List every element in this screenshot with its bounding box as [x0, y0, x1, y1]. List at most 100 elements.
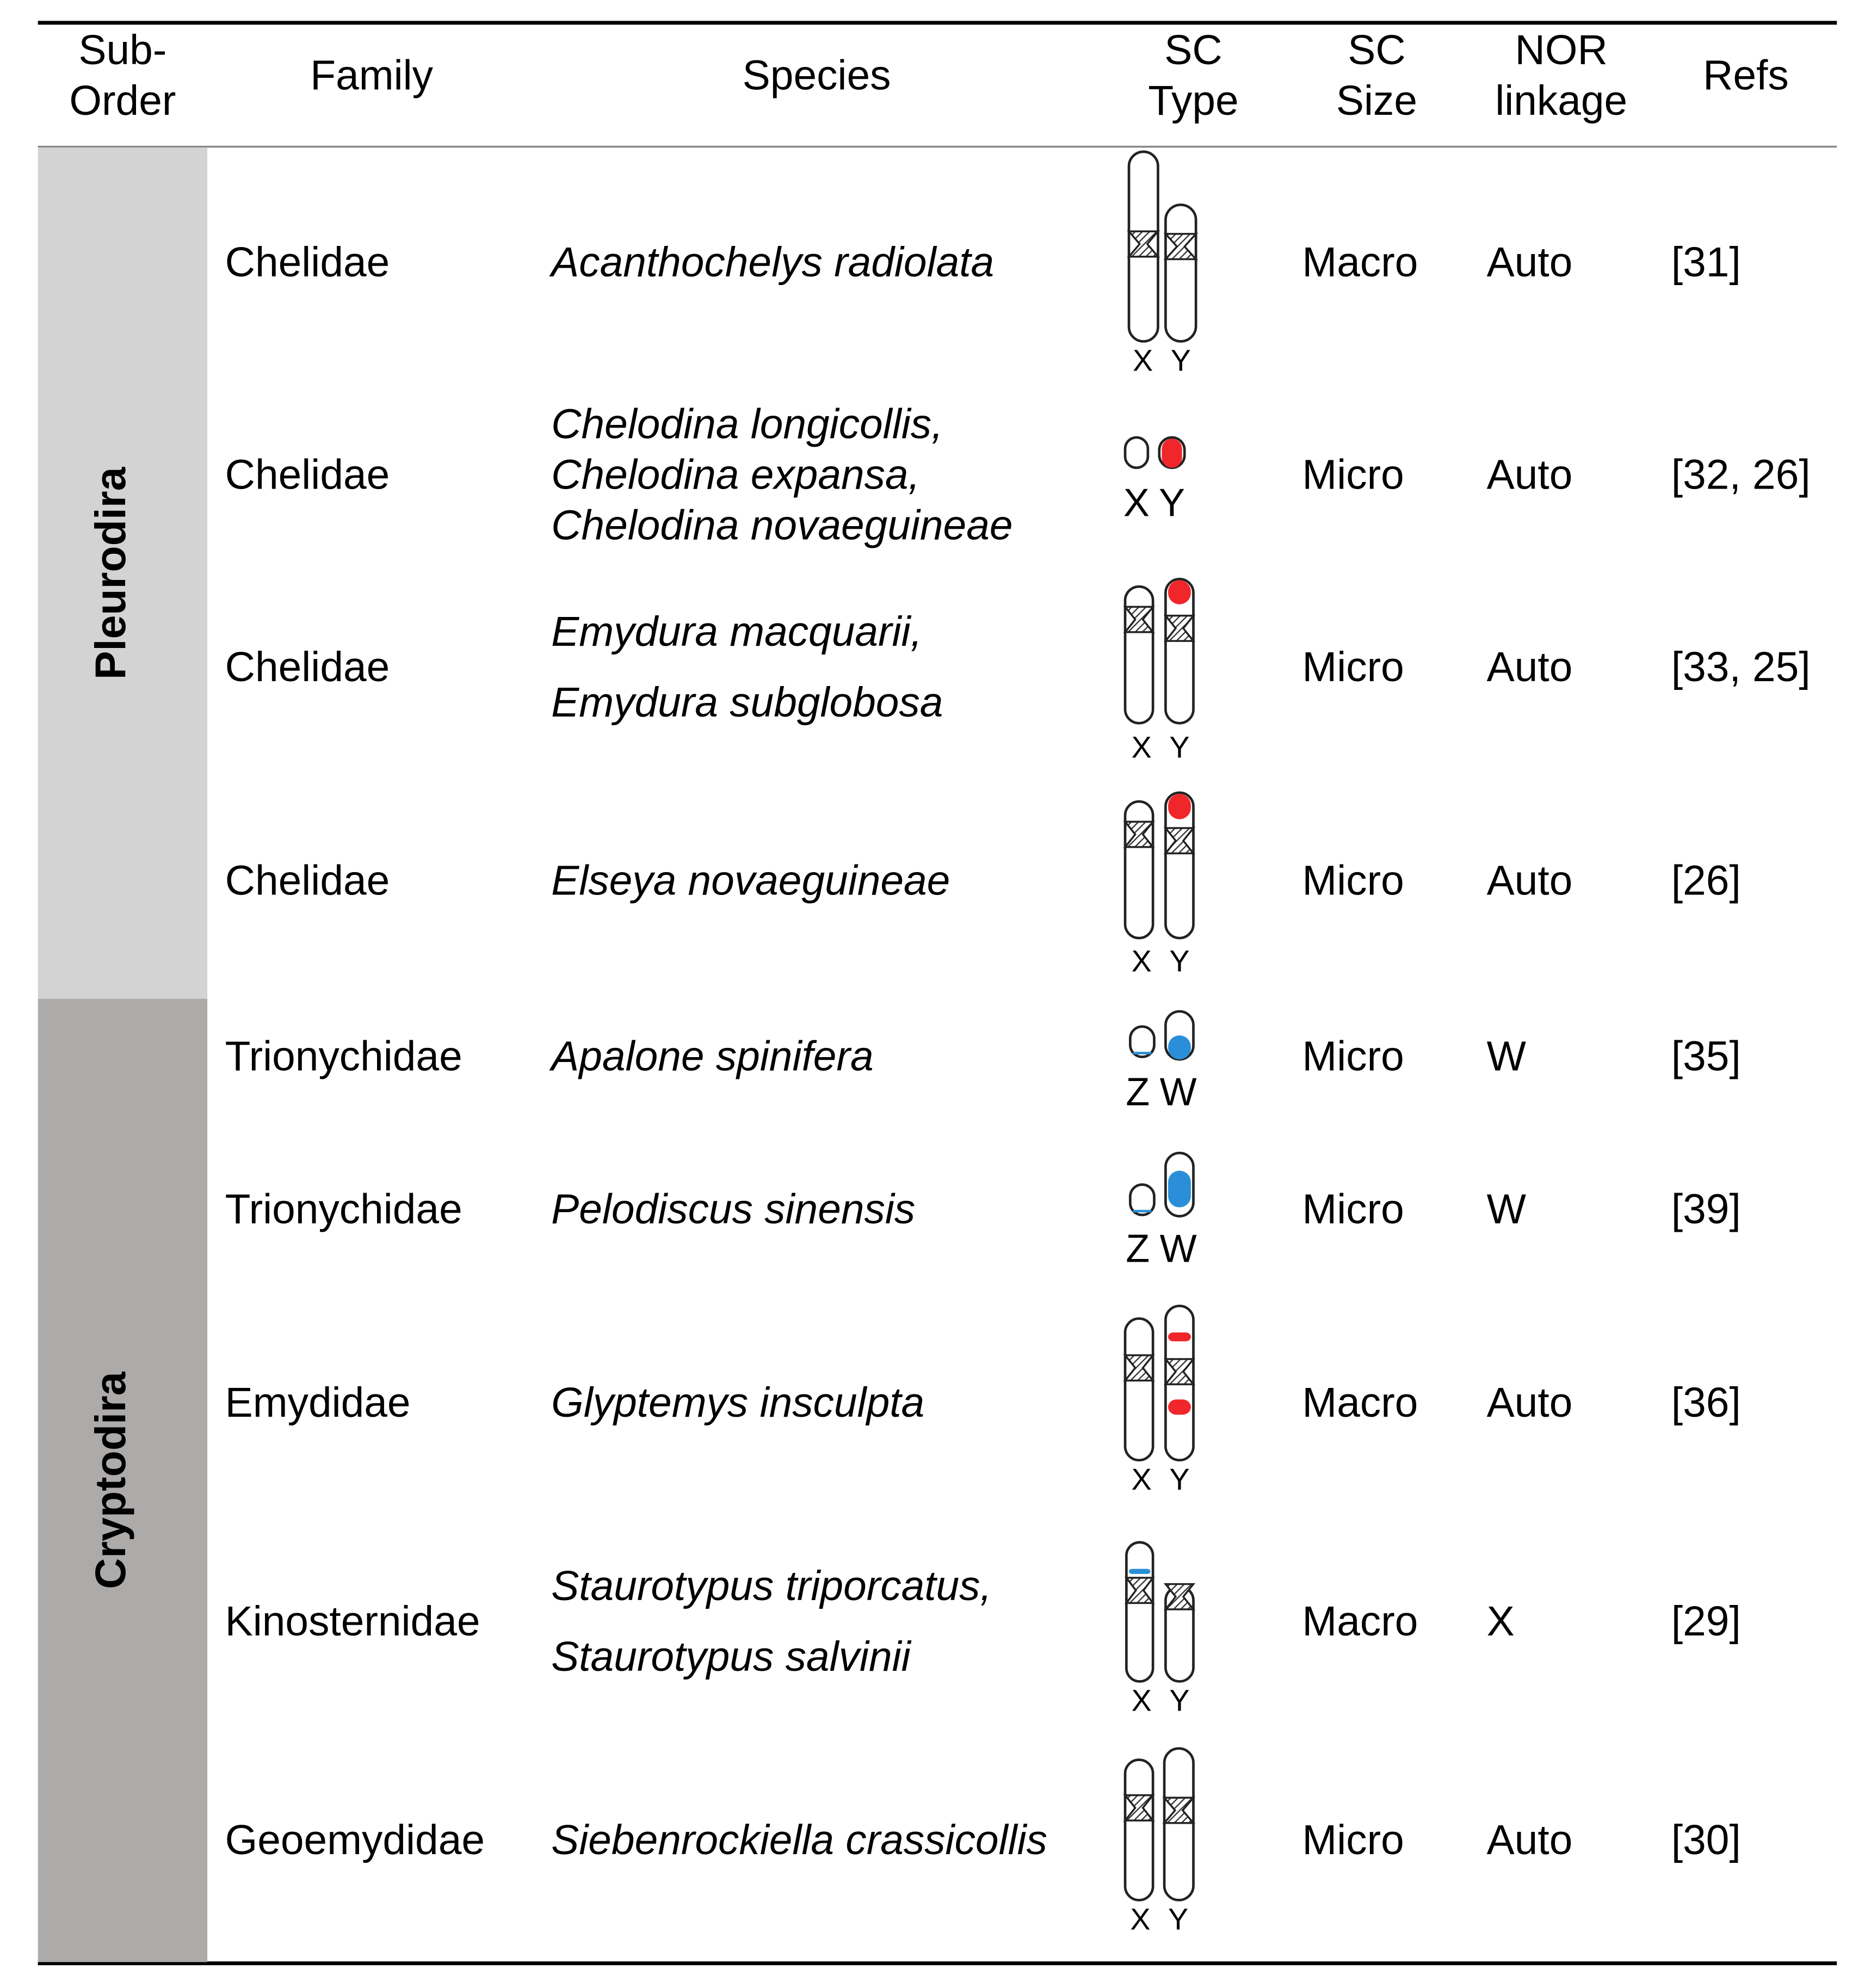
- chromosome-body: [1163, 1747, 1195, 1901]
- chromosome: [1124, 1541, 1155, 1683]
- sc-type-label: Y: [1159, 481, 1185, 525]
- sc-size: Micro: [1302, 452, 1404, 498]
- chromosome-band: [1168, 1170, 1191, 1208]
- chromosome: [1164, 1151, 1195, 1218]
- chromosome: [1123, 436, 1150, 470]
- family: Chelidae: [225, 239, 390, 286]
- header-cell: Type: [1148, 78, 1238, 124]
- nor-linkage: Auto: [1487, 1380, 1573, 1426]
- chromosome-band: [1132, 1209, 1152, 1213]
- chromosome: [1123, 800, 1155, 940]
- chromosome-body: [1129, 1025, 1156, 1058]
- centromere: [1123, 606, 1155, 633]
- chromosome: [1163, 577, 1196, 725]
- centromere: [1162, 1796, 1196, 1824]
- sc-size: Macro: [1302, 1598, 1418, 1645]
- chromosome-body: [1129, 1183, 1156, 1217]
- chromosome-body: [1125, 1541, 1154, 1683]
- sc-size: Macro: [1302, 239, 1418, 286]
- chromosome-body: [1123, 436, 1150, 470]
- family: Chelidae: [225, 452, 390, 498]
- species: Pelodiscus sinensis: [551, 1187, 915, 1233]
- sc-type-label: Y: [1168, 1903, 1188, 1936]
- centromere: [1124, 1577, 1155, 1604]
- chromosome-body: [1123, 1758, 1154, 1901]
- sc-type-label: X: [1130, 1903, 1150, 1936]
- sc-size: Micro: [1302, 1187, 1404, 1233]
- chromosome-body: [1123, 800, 1154, 940]
- chromosome: [1163, 791, 1196, 940]
- header-cell: Size: [1336, 78, 1417, 124]
- sc-type-label: X: [1132, 731, 1152, 764]
- species: Glyptemys insculpta: [551, 1380, 924, 1426]
- family: Kinosternidae: [225, 1598, 480, 1645]
- sc-size: Micro: [1302, 1817, 1404, 1863]
- chromosome-body: [1123, 585, 1154, 725]
- sc-size: Micro: [1302, 858, 1404, 904]
- chromosome-band: [1162, 439, 1182, 468]
- chromosome: [1129, 1025, 1156, 1058]
- sc-type-label: X: [1132, 944, 1152, 978]
- species: Chelodina expansa,: [551, 452, 920, 498]
- sc-type-label: W: [1160, 1227, 1197, 1270]
- species: Staurotypus salvinii: [551, 1634, 912, 1680]
- family: Trionychidae: [225, 1187, 462, 1233]
- species: Siebenrockiella crassicollis: [551, 1817, 1047, 1863]
- nor-linkage: Auto: [1487, 644, 1573, 690]
- chromosome: [1123, 585, 1155, 725]
- refs: [29]: [1671, 1598, 1741, 1645]
- header-cell: Sub-: [78, 27, 166, 73]
- chromosome-band: [1168, 794, 1191, 819]
- family: Trionychidae: [225, 1033, 462, 1079]
- suborder-band: [38, 998, 208, 1962]
- chromosome-band: [1168, 1332, 1191, 1342]
- species: Staurotypus triporcatus,: [551, 1563, 992, 1609]
- chromosome-body: [1123, 1317, 1154, 1462]
- centromere: [1163, 827, 1196, 855]
- chromosome-band: [1132, 1052, 1152, 1054]
- centromere: [1163, 233, 1199, 261]
- refs: [33, 25]: [1671, 644, 1811, 690]
- species: Chelodina novaeguineae: [551, 503, 1012, 549]
- sc-type-label: X: [1123, 481, 1150, 525]
- sc-type-label: W: [1160, 1070, 1197, 1114]
- species: Acanthochelys radiolata: [549, 239, 994, 286]
- refs: [31]: [1671, 239, 1741, 286]
- centromere: [1163, 614, 1196, 642]
- nor-linkage: Auto: [1487, 452, 1573, 498]
- family: Chelidae: [225, 858, 390, 904]
- centromere: [1123, 820, 1155, 848]
- refs: [30]: [1671, 1817, 1741, 1863]
- chromosome: [1158, 436, 1186, 470]
- header-cell: Family: [310, 52, 433, 98]
- sc-size: Micro: [1302, 644, 1404, 690]
- chromosome-body: [1164, 203, 1197, 343]
- sc-type-label: X: [1133, 344, 1153, 378]
- refs: [39]: [1671, 1187, 1741, 1233]
- nor-linkage: Auto: [1487, 1817, 1573, 1863]
- centromere: [1123, 1794, 1155, 1822]
- family: Geoemydidae: [225, 1817, 485, 1863]
- refs: [32, 26]: [1671, 452, 1811, 498]
- chromosome: [1123, 1317, 1155, 1462]
- chromosome: [1123, 1758, 1155, 1901]
- sc-type-label: X: [1132, 1462, 1152, 1496]
- sc-size: Micro: [1302, 1033, 1404, 1079]
- header-cell: Species: [743, 52, 891, 98]
- sc-type-label: Z: [1126, 1070, 1150, 1114]
- sc-type-label: Y: [1169, 1684, 1189, 1718]
- chromosome: [1163, 203, 1199, 343]
- sc-type-label: Y: [1169, 1462, 1189, 1496]
- chromosome-band: [1129, 1569, 1151, 1574]
- centromere: [1163, 1583, 1196, 1610]
- header-cell: Refs: [1703, 52, 1789, 98]
- refs: [36]: [1671, 1380, 1741, 1426]
- refs: [26]: [1671, 858, 1741, 904]
- header-cell: SC: [1348, 27, 1406, 73]
- sc-type-label: Z: [1126, 1227, 1150, 1270]
- nor-linkage: X: [1487, 1598, 1515, 1645]
- chromosome: [1163, 1305, 1196, 1462]
- header-cell: NOR: [1515, 27, 1608, 73]
